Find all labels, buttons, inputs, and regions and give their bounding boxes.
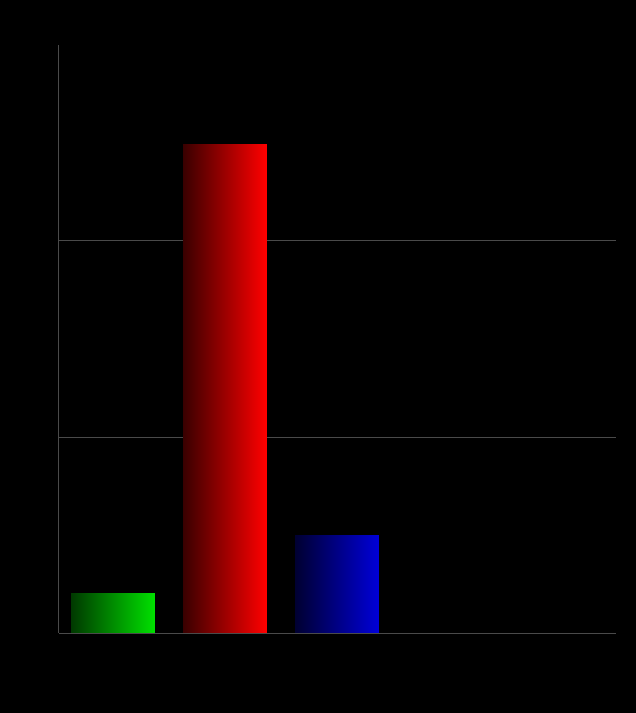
- y-axis: [58, 45, 59, 633]
- bar-blue: [295, 535, 379, 633]
- bar-green: [71, 593, 155, 633]
- bar-red: [183, 144, 267, 633]
- bar-chart: [0, 0, 636, 713]
- gridline: [59, 437, 616, 438]
- x-axis: [59, 633, 616, 634]
- gridline: [59, 240, 616, 241]
